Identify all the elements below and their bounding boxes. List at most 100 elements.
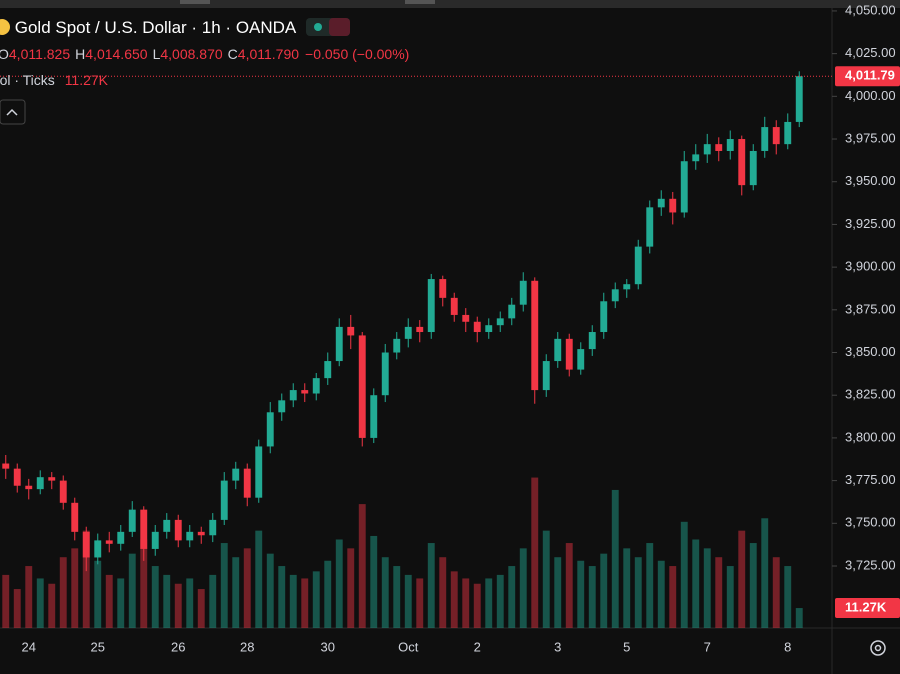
volume-bar — [2, 574, 10, 628]
ohlc-value: 4,008.870 — [160, 46, 223, 62]
volume-bar — [266, 553, 274, 628]
volume-bar — [427, 543, 435, 628]
candle-body — [82, 531, 90, 558]
x-tick-label: 5 — [623, 639, 630, 654]
x-tick-label: 3 — [554, 639, 561, 654]
tab-handle — [405, 0, 435, 4]
volume-bar — [289, 574, 297, 628]
candle-body — [48, 477, 56, 481]
volume-bar — [59, 557, 67, 628]
candle-body — [473, 321, 481, 333]
candle-body — [519, 280, 527, 305]
candle-body — [266, 412, 274, 447]
volume-bar — [128, 553, 136, 628]
volume-box — [835, 598, 900, 619]
x-tick-label: 26 — [171, 639, 185, 654]
candle-body — [358, 335, 366, 438]
candle-body — [531, 280, 539, 391]
volume-bar — [473, 583, 481, 628]
candle-body — [657, 198, 665, 208]
volume-bar — [554, 557, 562, 628]
y-tick-label: 3,975.00 — [845, 130, 896, 145]
volume-bar — [565, 543, 573, 628]
volume-layer — [2, 477, 803, 628]
volume-bar — [738, 530, 746, 628]
candle-body — [784, 121, 792, 145]
volume-bar — [519, 548, 527, 628]
candle-body — [761, 127, 769, 151]
volume-bar — [347, 548, 355, 628]
last-price-box — [835, 66, 900, 87]
y-tick-label: 4,050.00 — [845, 2, 896, 17]
candle-body — [301, 390, 309, 394]
y-tick-label: 3,825.00 — [845, 387, 896, 402]
candle-layer — [2, 71, 803, 572]
volume-bar — [186, 578, 194, 628]
last-price-label: 4,011.79 — [845, 68, 895, 83]
ohlc-key: C — [227, 46, 238, 62]
candle-body — [588, 332, 596, 350]
candle-body — [703, 144, 711, 155]
volume-bar — [634, 557, 642, 628]
y-tick-label: 3,725.00 — [845, 557, 896, 572]
ohlc-key: H — [75, 46, 86, 62]
volume-bar — [646, 543, 654, 628]
candle-body — [220, 480, 228, 520]
volume-bar — [197, 589, 205, 628]
candle-body — [324, 361, 332, 379]
volume-bar — [531, 477, 539, 628]
candle-body — [381, 352, 389, 396]
y-tick-label: 4,025.00 — [845, 45, 896, 60]
collapse-button[interactable] — [0, 99, 26, 125]
top-bar — [0, 0, 900, 8]
volume-title: Vol · Ticks — [0, 72, 55, 88]
candle-body — [278, 400, 286, 413]
volume-bar — [358, 504, 366, 628]
volume-bar — [577, 560, 585, 628]
settings-icon[interactable] — [870, 640, 886, 656]
candle-body — [163, 519, 171, 532]
candle-body — [669, 198, 677, 213]
volume-bar — [312, 571, 320, 628]
candle-body — [715, 144, 723, 151]
candle-body — [105, 540, 113, 544]
volume-bar — [301, 578, 309, 628]
candle-body — [186, 531, 194, 541]
volume-value: 11.27K — [64, 72, 109, 88]
volume-row: Vol · Ticks 11.27K — [0, 72, 108, 88]
volume-bar — [335, 539, 343, 628]
market-open-dot — [314, 23, 323, 31]
volume-bar — [680, 521, 688, 628]
candle-body — [174, 519, 182, 541]
x-tick-label: 8 — [784, 639, 791, 654]
candle-body — [416, 326, 424, 333]
volume-bar — [36, 578, 44, 628]
candle-body — [611, 289, 619, 302]
chevron-icon — [6, 108, 18, 116]
volume-bar — [151, 566, 159, 628]
y-tick-label: 3,875.00 — [845, 301, 896, 316]
volume-bar — [174, 583, 182, 628]
candle-body — [128, 509, 136, 532]
volume-bar — [542, 530, 550, 628]
x-tick-label: 25 — [91, 639, 105, 654]
volume-bar — [404, 574, 412, 628]
volume-bar — [140, 539, 148, 628]
candle-body — [577, 349, 585, 370]
volume-bar — [795, 608, 803, 628]
candle-body — [71, 502, 79, 532]
candle-body — [347, 326, 355, 336]
ohlc-row: O4,011.825 H4,014.650 L4,008.870 C4,011.790… — [0, 46, 409, 62]
candle-body — [25, 485, 33, 490]
candle-body — [496, 318, 504, 326]
volume-bar — [220, 543, 228, 628]
symbol-title[interactable]: Gold Spot / U.S. Dollar · 1h · OANDA — [14, 18, 296, 37]
volume-bar — [462, 578, 470, 628]
data-badge — [329, 18, 351, 36]
ohlc-value: 4,011.825 — [8, 46, 71, 62]
candle-body — [450, 297, 458, 315]
candle-body — [646, 207, 654, 247]
volume-bar — [588, 566, 596, 628]
x-tick-label: 30 — [321, 639, 335, 654]
